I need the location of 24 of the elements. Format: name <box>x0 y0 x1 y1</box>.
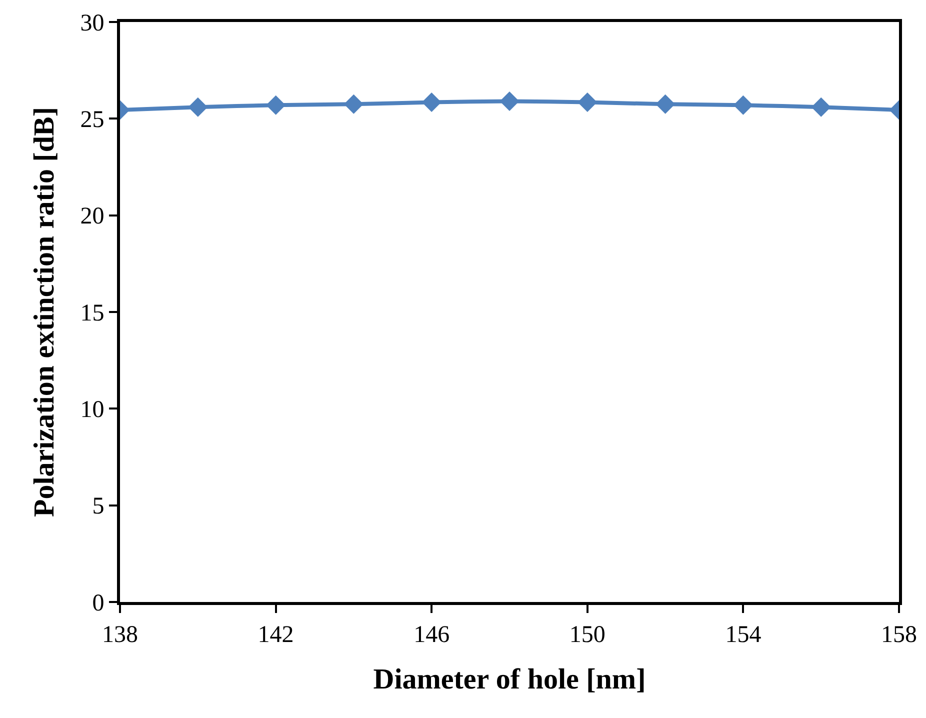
point <box>188 97 208 117</box>
x-tick-label: 150 <box>569 622 606 648</box>
point <box>811 97 831 117</box>
point <box>578 92 598 112</box>
y-tick-label: 10 <box>80 397 104 424</box>
x-tick-label: 146 <box>414 622 450 648</box>
y-tick-label: 20 <box>80 204 104 230</box>
point <box>656 94 676 114</box>
point <box>266 95 286 115</box>
point <box>500 92 520 112</box>
y-tick-label: 5 <box>92 494 104 520</box>
y-tick-label: 25 <box>80 107 104 134</box>
point <box>344 94 364 114</box>
x-tick-label: 138 <box>102 622 138 648</box>
x-tick-label: 154 <box>725 622 762 648</box>
y-tick-label: 15 <box>80 300 104 326</box>
x-axis-title: Diameter of hole [nm] <box>373 664 646 696</box>
y-tick-label: 0 <box>92 590 104 616</box>
y-axis-title: Polarization extinction ratio [dB] <box>28 107 61 517</box>
y-tick-label: 30 <box>80 10 104 36</box>
point <box>422 92 442 112</box>
x-tick-label: 142 <box>258 622 294 648</box>
point <box>733 95 753 115</box>
x-tick-label: 158 <box>881 622 917 648</box>
